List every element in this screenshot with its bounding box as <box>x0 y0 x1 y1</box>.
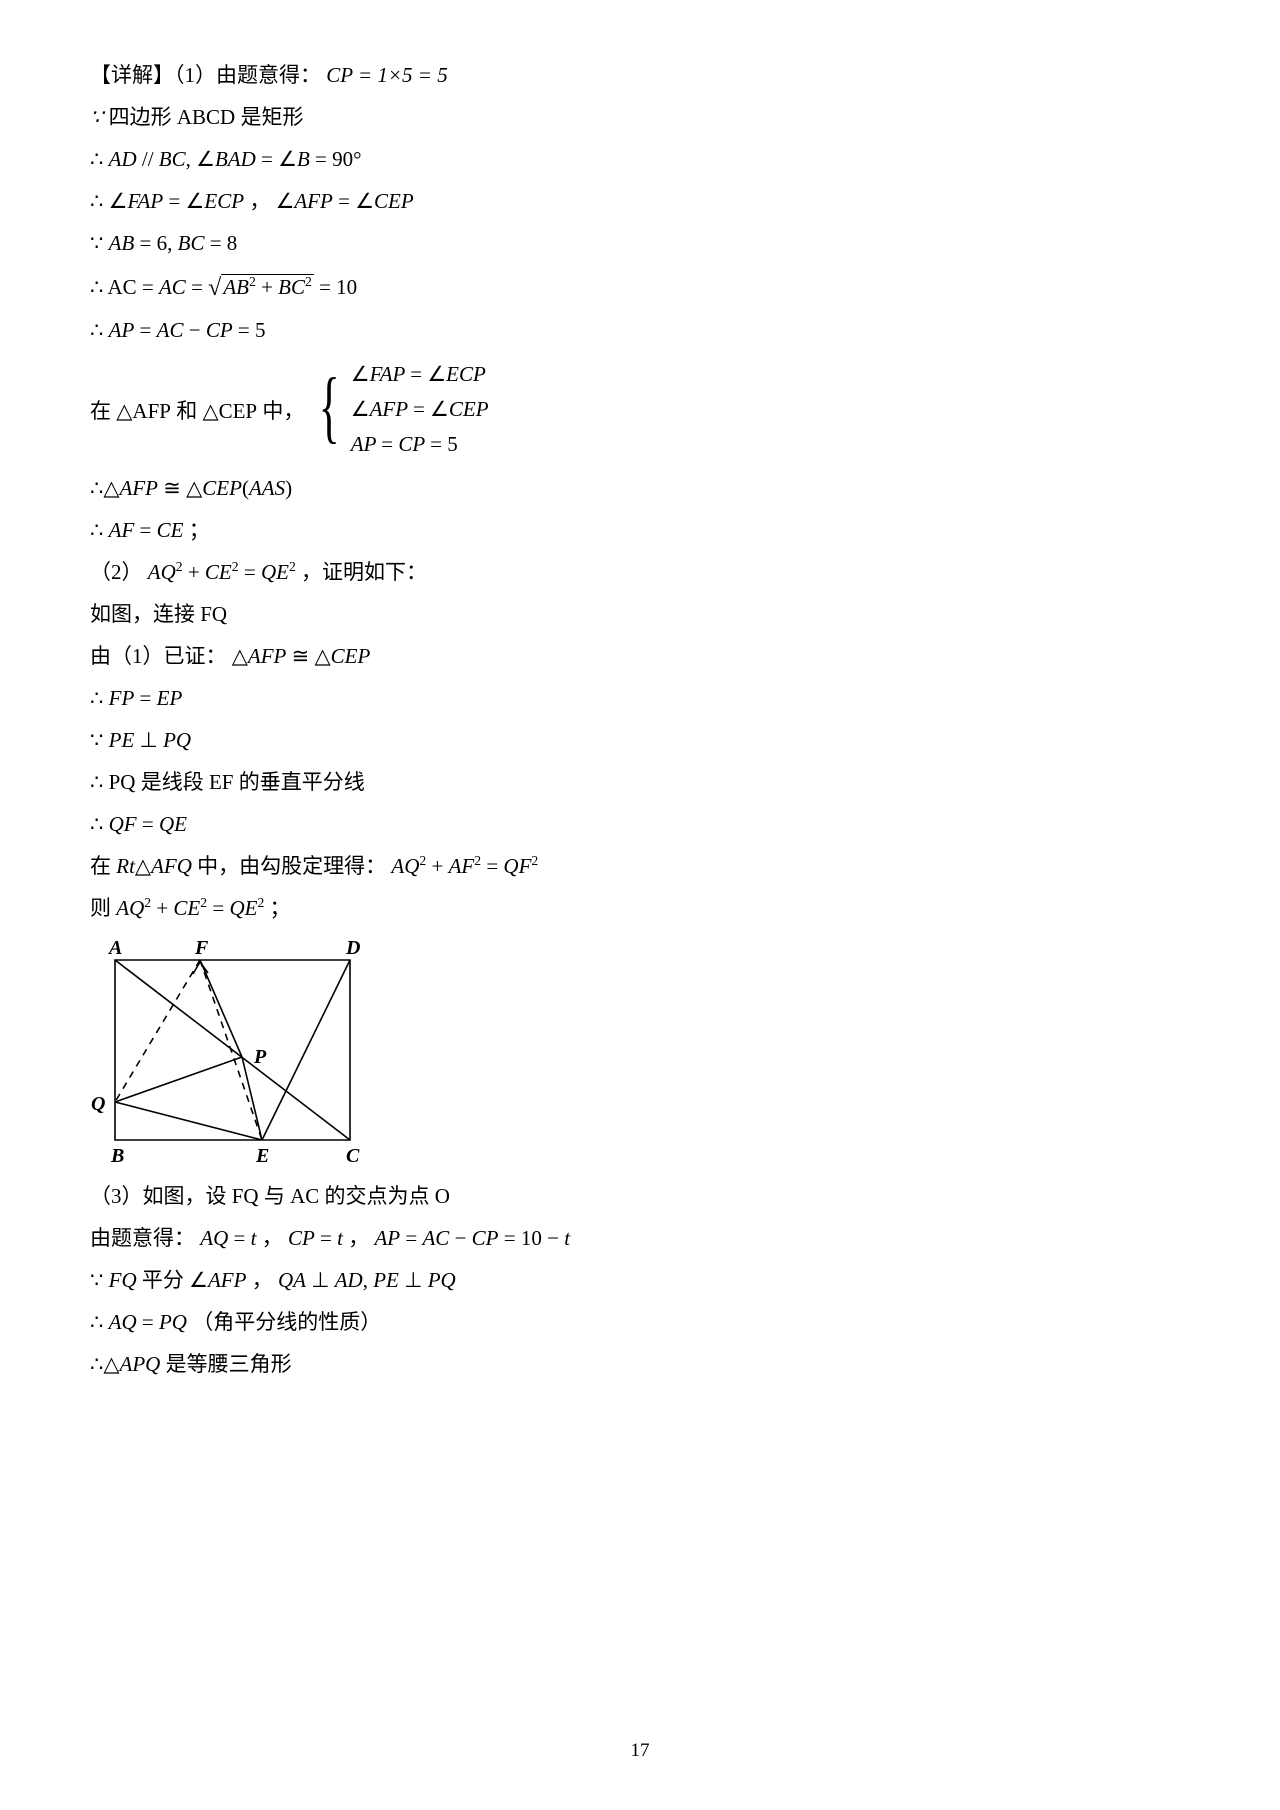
line-7: ∴ AP = AC − CP = 5 <box>90 320 1190 341</box>
svg-text:E: E <box>255 1145 269 1167</box>
text: 【详解】（1）由题意得： <box>90 63 321 87</box>
svg-text:B: B <box>110 1145 124 1167</box>
line-18: 在 Rt△AFQ 中，由勾股定理得： AQ2 + AF2 = QF2 <box>90 856 1190 877</box>
line-20: （3）如图，设 FQ 与 AC 的交点为点 O <box>90 1186 1190 1207</box>
line-3: ∴ AD // BC, ∠BAD = ∠B = 90° <box>90 149 1190 170</box>
math: ∴ QF = QE <box>90 812 187 836</box>
line-13: 由（1）已证： △AFP ≅ △CEP <box>90 646 1190 667</box>
math: （2） AQ2 + CE2 = QE2 ，证明如下： <box>90 560 427 584</box>
math: ∴ ∠FAP = ∠ECP ， ∠AFP = ∠CEP <box>90 189 414 213</box>
line-14: ∴ FP = EP <box>90 688 1190 709</box>
eq-2: ∠AFP = ∠CEP <box>351 397 489 422</box>
math: 则 AQ2 + CE2 = QE2 ； <box>90 896 291 920</box>
math: ∵ PE ⊥ PQ <box>90 728 191 752</box>
page-number: 17 <box>0 1740 1280 1762</box>
text: （3）如图，设 FQ 与 AC 的交点为点 O <box>90 1184 450 1208</box>
math: ∴ AD // BC, ∠BAD = ∠B = 90° <box>90 147 362 171</box>
because-symbol: ∵ <box>90 105 103 129</box>
math: ∵ FQ 平分 ∠AFP ， QA ⊥ AD, PE ⊥ PQ <box>90 1268 456 1292</box>
svg-text:D: D <box>345 940 360 959</box>
eq-3: AP = CP = 5 <box>351 432 489 457</box>
text: 四边形 ABCD 是矩形 <box>109 105 304 129</box>
svg-text:A: A <box>107 940 122 959</box>
line-21: 由题意得： AQ = t ， CP = t ， AP = AC − CP = 1… <box>90 1228 1190 1249</box>
line-15: ∵ PE ⊥ PQ <box>90 730 1190 751</box>
math: ∴ AP = AC − CP = 5 <box>90 318 266 342</box>
eq-1: ∠FAP = ∠ECP <box>351 362 489 387</box>
line-22: ∵ FQ 平分 ∠AFP ， QA ⊥ AD, PE ⊥ PQ <box>90 1270 1190 1291</box>
line-5: ∵ AB = 6, BC = 8 <box>90 233 1190 254</box>
line-8-system: 在 △AFP 和 △CEP 中， { ∠FAP = ∠ECP ∠AFP = ∠C… <box>90 362 1190 457</box>
geometry-diagram: A F D Q B E C P <box>82 940 1190 1168</box>
math-prefix: ∴ AC = <box>90 275 159 299</box>
therefore-symbol: ∴ <box>90 770 103 794</box>
math: ∴ FP = EP <box>90 686 182 710</box>
line-10: ∴ AF = CE ； <box>90 520 1190 541</box>
svg-text:F: F <box>194 940 209 959</box>
svg-text:P: P <box>253 1046 267 1068</box>
text: AFP <box>132 399 171 423</box>
line-1: 【详解】（1）由题意得： CP = 1×5 = 5 <box>90 65 1190 86</box>
math-suffix: = 10 <box>314 275 357 299</box>
document-page: 【详解】（1）由题意得： CP = 1×5 = 5 ∵ 四边形 ABCD 是矩形… <box>0 0 1280 1810</box>
line-4: ∴ ∠FAP = ∠ECP ， ∠AFP = ∠CEP <box>90 191 1190 212</box>
text: PQ 是线段 EF 的垂直平分线 <box>109 770 365 794</box>
brace-body: ∠FAP = ∠ECP ∠AFP = ∠CEP AP = CP = 5 <box>351 362 489 457</box>
sqrt: AB2 + BC2 <box>208 275 314 299</box>
line-11: （2） AQ2 + CE2 = QE2 ，证明如下： <box>90 562 1190 583</box>
line-24: ∴△APQ 是等腰三角形 <box>90 1354 1190 1375</box>
math: 在 Rt△AFQ 中，由勾股定理得： AQ2 + AF2 = QF2 <box>90 854 538 878</box>
line-19: 则 AQ2 + CE2 = QE2 ； <box>90 898 1190 919</box>
line-23: ∴ AQ = PQ （角平分线的性质） <box>90 1312 1190 1333</box>
line-12: 如图，连接 FQ <box>90 604 1190 625</box>
math: CP = 1×5 = 5 <box>326 63 447 87</box>
math: ∴△APQ 是等腰三角形 <box>90 1352 292 1376</box>
label: 在 △AFP 和 △CEP 中， <box>90 395 304 425</box>
svg-text:Q: Q <box>91 1093 105 1115</box>
math: ∴ AQ = PQ （角平分线的性质） <box>90 1310 381 1334</box>
line-2: ∵ 四边形 ABCD 是矩形 <box>90 107 1190 128</box>
math: 由（1）已证： △AFP ≅ △CEP <box>90 644 370 668</box>
text: 和 <box>171 399 203 423</box>
brace-icon: { <box>319 372 340 442</box>
math: ∴ AF = CE ； <box>90 518 210 542</box>
text: 在 <box>90 399 111 423</box>
line-9: ∴△AFP ≅ △CEP(AAS) <box>90 478 1190 499</box>
line-16: ∴ PQ 是线段 EF 的垂直平分线 <box>90 772 1190 793</box>
math: ∵ AB = 6, BC = 8 <box>90 231 237 255</box>
math: ∴△AFP ≅ △CEP(AAS) <box>90 476 292 500</box>
line-6: ∴ AC = AC = AB2 + BC2 = 10 <box>90 275 1190 299</box>
svg-text:C: C <box>346 1145 360 1167</box>
math: 由题意得： AQ = t ， CP = t ， AP = AC − CP = 1… <box>90 1226 570 1250</box>
line-17: ∴ QF = QE <box>90 814 1190 835</box>
